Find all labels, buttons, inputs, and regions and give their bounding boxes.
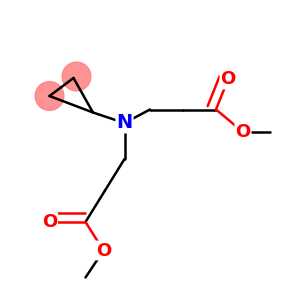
Text: O: O — [220, 70, 236, 88]
Text: O: O — [236, 123, 250, 141]
Circle shape — [35, 82, 64, 110]
Circle shape — [62, 62, 91, 91]
Text: N: N — [116, 113, 133, 133]
Text: O: O — [42, 213, 57, 231]
Text: O: O — [96, 242, 111, 260]
